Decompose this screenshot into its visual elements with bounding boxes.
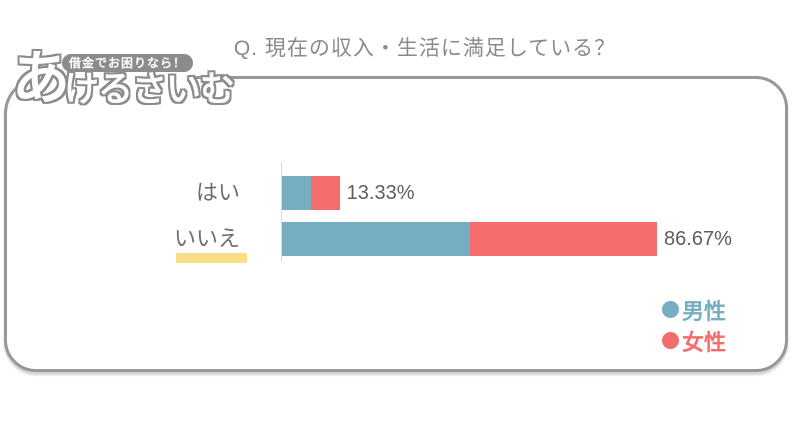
logo-background <box>16 66 64 106</box>
bar-row <box>282 176 340 210</box>
legend-label: 女性 <box>682 329 727 355</box>
category-label: いいえ <box>173 226 240 251</box>
logo-big-character: あ <box>12 46 71 111</box>
bar-segment-female <box>310 176 340 210</box>
bar-segment-male <box>282 176 311 210</box>
category-label: はい <box>195 180 240 205</box>
bar-segment-female <box>469 222 657 256</box>
logo-name-text: けるさいむ <box>64 70 235 109</box>
legend-label: 男性 <box>682 298 727 324</box>
bar-row <box>282 222 657 256</box>
value-label: 86.67% <box>664 228 732 250</box>
legend-dot-female <box>662 332 679 349</box>
legend-item-female: 女性 <box>662 325 726 356</box>
chart-title: Q. 現在の収入・生活に満足している？ <box>233 37 617 60</box>
legend-item-male: 男性 <box>662 294 726 325</box>
legend-dot-male <box>662 301 679 318</box>
bar-segment-male <box>282 222 470 256</box>
value-label: 13.33% <box>346 182 415 204</box>
y-axis-line <box>281 162 282 262</box>
logo-background <box>58 66 188 110</box>
legend: 男性 女性 <box>662 294 726 356</box>
category-highlight <box>176 253 247 263</box>
logo-badge: 借金でお困りなら！ <box>62 54 194 73</box>
